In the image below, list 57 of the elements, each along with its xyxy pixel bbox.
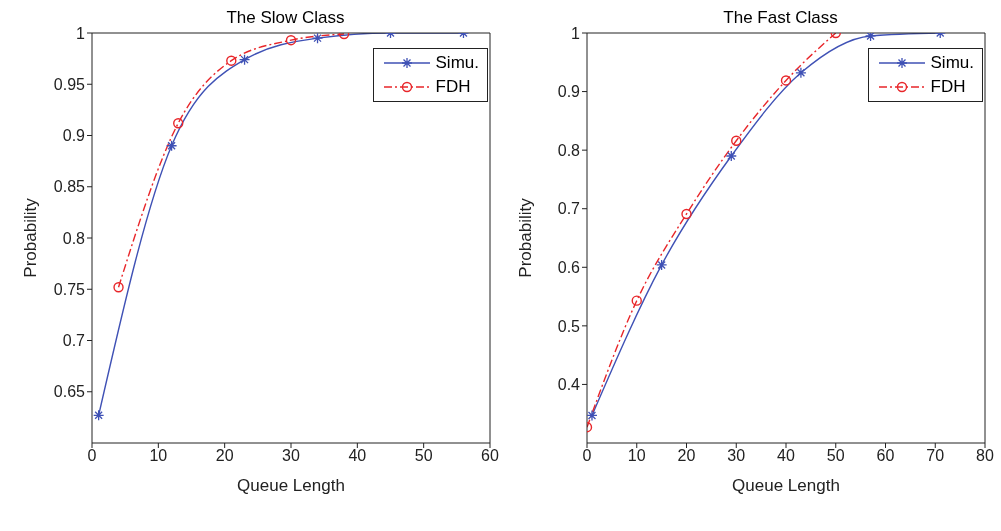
legend-label: Simu. (930, 53, 974, 73)
y-tick-label: 0.8 (62, 229, 86, 247)
point (731, 135, 742, 146)
y-tick-label: 0.65 (53, 383, 86, 401)
x-tick-label: 60 (481, 447, 499, 465)
y-tick-label: 0.8 (557, 141, 581, 159)
x-axis-title: Queue Length (732, 476, 840, 495)
y-tick-label: 0.7 (62, 332, 86, 350)
x-tick-label: 40 (777, 447, 795, 465)
x-tick-label: 50 (414, 447, 433, 465)
y-tick-label: 0.95 (53, 75, 86, 93)
y-tick-label: 0.7 (557, 200, 581, 218)
x-tick-label: 10 (627, 447, 646, 465)
chart-title: The Slow Class (226, 8, 345, 27)
point (92, 409, 105, 421)
x-tick-label: 20 (677, 447, 696, 465)
x-axis-title: Queue Length (237, 476, 345, 495)
chart-title: The Fast Class (723, 8, 838, 27)
legend-label: FDH (930, 77, 966, 97)
y-tick-label: 1 (76, 24, 86, 42)
legend-label: FDH (435, 77, 471, 97)
y-tick-label: 0.75 (53, 280, 86, 298)
point (587, 409, 598, 422)
y-axis-title: Probability (21, 197, 41, 278)
point (655, 259, 668, 271)
point (226, 55, 237, 66)
y-tick-label: 0.85 (53, 178, 86, 196)
y-axis-title: Probability (516, 197, 536, 278)
y-tick-label: 0.9 (557, 83, 581, 101)
point (311, 33, 324, 44)
point (173, 118, 184, 129)
y-tick-label: 0.4 (557, 376, 581, 394)
point (681, 208, 692, 220)
point (795, 67, 807, 79)
point (631, 295, 642, 306)
y-tick-label: 0.5 (557, 317, 581, 335)
x-tick-label: 10 (149, 447, 168, 465)
x-tick-label: 0 (582, 447, 592, 465)
x-tick-label: 30 (282, 447, 300, 465)
x-tick-label: 60 (876, 447, 895, 465)
y-tick-label: 0.9 (62, 127, 86, 145)
x-tick-label: 20 (215, 447, 234, 465)
point (780, 75, 792, 86)
legend-label: Simu. (435, 53, 479, 73)
y-tick-label: 0.6 (557, 258, 581, 276)
point (725, 150, 737, 162)
x-tick-label: 30 (727, 447, 746, 465)
x-tick-label: 0 (87, 447, 97, 465)
point (165, 140, 178, 152)
point (285, 34, 297, 46)
point (113, 282, 124, 293)
y-tick-label: 1 (571, 24, 581, 42)
point (238, 54, 251, 66)
x-tick-label: 50 (826, 447, 845, 465)
x-tick-label: 40 (348, 447, 367, 465)
x-tick-label: 70 (926, 447, 945, 465)
x-tick-label: 80 (976, 447, 994, 465)
